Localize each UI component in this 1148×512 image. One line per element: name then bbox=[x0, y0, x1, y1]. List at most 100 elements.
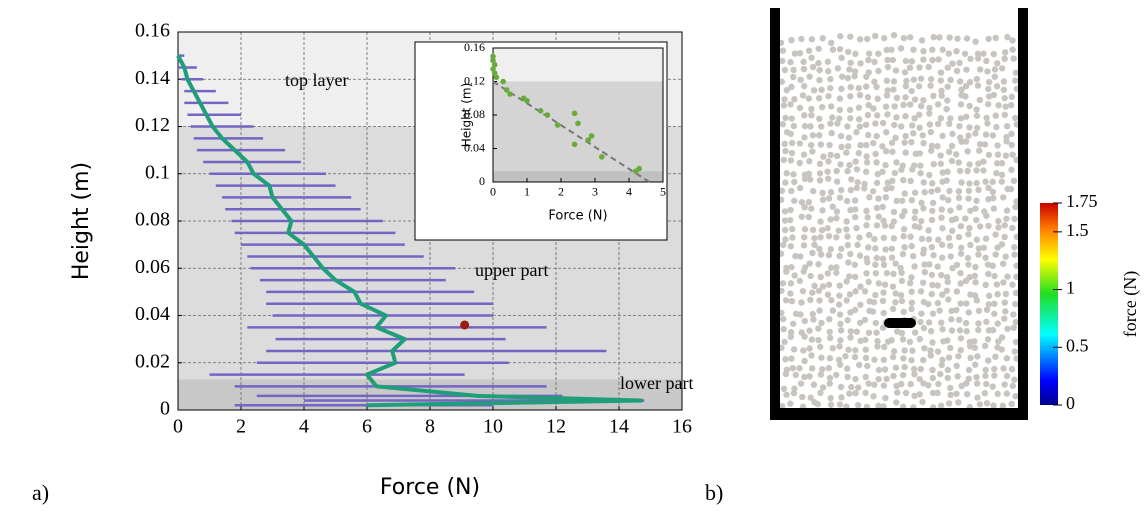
grain bbox=[808, 112, 814, 118]
grain bbox=[939, 326, 945, 332]
point bbox=[507, 91, 513, 97]
intruder bbox=[884, 318, 916, 328]
point bbox=[524, 98, 530, 104]
grain bbox=[943, 106, 949, 112]
grain bbox=[990, 402, 996, 408]
x-tick-label: 14 bbox=[609, 416, 629, 438]
grain bbox=[949, 327, 955, 333]
grain bbox=[916, 125, 922, 131]
grain bbox=[992, 354, 998, 360]
grain bbox=[934, 263, 940, 269]
grain bbox=[966, 367, 972, 373]
grain bbox=[903, 83, 909, 89]
grain bbox=[908, 381, 914, 387]
grain bbox=[974, 297, 980, 303]
grain bbox=[800, 347, 806, 353]
grain bbox=[838, 384, 844, 390]
grain bbox=[790, 365, 796, 371]
grain bbox=[836, 301, 842, 307]
grain bbox=[929, 291, 935, 297]
grain bbox=[876, 367, 882, 373]
grain bbox=[1002, 299, 1008, 305]
annotation: lower part bbox=[620, 373, 693, 393]
grain bbox=[806, 95, 812, 101]
grain bbox=[986, 79, 992, 85]
grain bbox=[844, 374, 850, 380]
grain bbox=[975, 327, 981, 333]
point bbox=[636, 166, 642, 172]
grain bbox=[911, 263, 917, 269]
grain bbox=[827, 335, 833, 341]
grain bbox=[999, 346, 1005, 352]
grain bbox=[827, 380, 833, 386]
grain bbox=[780, 280, 786, 286]
grain bbox=[908, 306, 914, 312]
grain bbox=[787, 290, 793, 296]
grain bbox=[934, 390, 940, 396]
grain bbox=[852, 274, 858, 280]
grain bbox=[880, 289, 886, 295]
x-tick-label: 4 bbox=[626, 185, 632, 199]
grain bbox=[1010, 311, 1016, 317]
grain bbox=[917, 336, 923, 342]
grain bbox=[882, 366, 888, 372]
grain bbox=[833, 270, 839, 276]
grain bbox=[830, 345, 836, 351]
grain bbox=[963, 380, 969, 386]
grain bbox=[852, 262, 858, 268]
colorbar-tick-label: 1.75 bbox=[1066, 191, 1098, 211]
grain bbox=[963, 300, 969, 306]
grain bbox=[827, 76, 833, 82]
grain bbox=[890, 86, 896, 92]
grain bbox=[1001, 78, 1007, 84]
grain bbox=[827, 85, 833, 91]
grain bbox=[918, 103, 924, 109]
x-tick-label: 12 bbox=[546, 416, 566, 438]
grain bbox=[903, 390, 909, 396]
grain bbox=[972, 345, 978, 351]
grain bbox=[957, 327, 963, 333]
grain bbox=[863, 83, 869, 89]
grain bbox=[954, 373, 960, 379]
grain bbox=[783, 268, 789, 274]
grain bbox=[983, 319, 989, 325]
grain bbox=[937, 371, 943, 377]
grain bbox=[1000, 279, 1006, 285]
grain bbox=[852, 354, 858, 360]
grain bbox=[982, 373, 988, 379]
grain bbox=[882, 395, 888, 401]
grain bbox=[991, 372, 997, 378]
grain bbox=[926, 261, 932, 267]
point bbox=[572, 111, 578, 117]
grain bbox=[855, 402, 861, 408]
y-tick-label: 0.04 bbox=[135, 303, 170, 325]
grain bbox=[930, 375, 936, 381]
point bbox=[599, 154, 605, 160]
grain bbox=[935, 121, 941, 127]
grain bbox=[875, 96, 881, 102]
x-tick-label: 3 bbox=[592, 185, 598, 199]
grain bbox=[863, 270, 869, 276]
grain bbox=[866, 330, 872, 336]
grain bbox=[972, 279, 978, 285]
grain bbox=[827, 120, 833, 126]
grain bbox=[974, 380, 980, 386]
grain bbox=[974, 125, 980, 131]
grain bbox=[955, 399, 961, 405]
grain bbox=[857, 283, 863, 289]
x-tick-label: 0 bbox=[490, 185, 496, 199]
point bbox=[555, 122, 561, 128]
grain bbox=[798, 380, 804, 386]
grain bbox=[972, 264, 978, 270]
grain bbox=[930, 310, 936, 316]
grain bbox=[835, 65, 841, 71]
grain bbox=[789, 298, 795, 304]
grain bbox=[815, 325, 821, 331]
grain bbox=[837, 282, 843, 288]
y-tick-label: 0.12 bbox=[135, 114, 170, 136]
grain bbox=[806, 373, 812, 379]
grain bbox=[939, 225, 945, 231]
grain bbox=[799, 394, 805, 400]
grain bbox=[892, 260, 898, 266]
